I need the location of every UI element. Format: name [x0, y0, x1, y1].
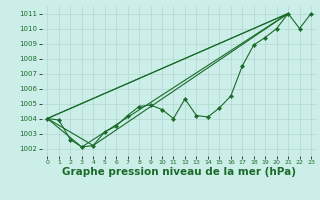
X-axis label: Graphe pression niveau de la mer (hPa): Graphe pression niveau de la mer (hPa): [62, 167, 296, 177]
